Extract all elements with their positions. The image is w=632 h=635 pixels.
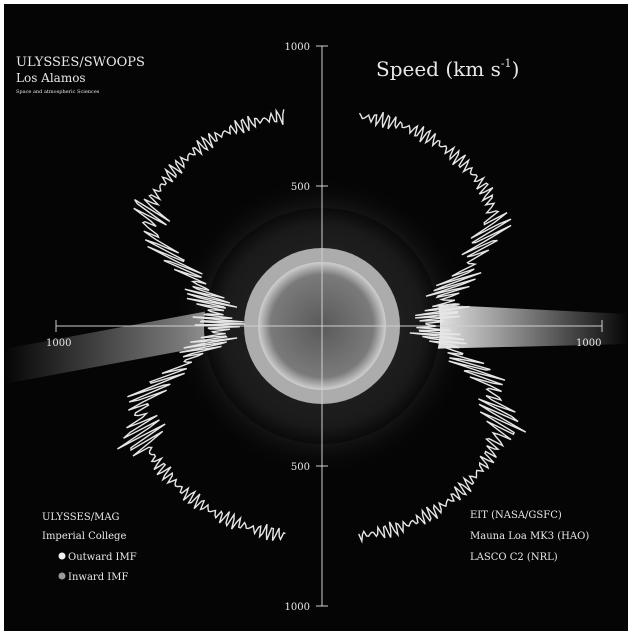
- credit-mag: ULYSSES/MAG: [42, 512, 120, 523]
- chart-title-suffix: ): [512, 57, 520, 81]
- polar-speed-plot: 1000 500 500 1000 1000 1000 Speed (km s-…: [4, 4, 628, 631]
- tick-label-left-1000: 1000: [46, 338, 71, 349]
- axes: [56, 46, 602, 606]
- credit-los-alamos-sub: Space and atmospheric Sciences: [16, 89, 100, 95]
- tick-label-top-1000: 1000: [285, 42, 310, 53]
- chart-title-main: Speed (km s: [376, 57, 501, 81]
- credit-lasco: LASCO C2 (NRL): [470, 552, 558, 563]
- legend-inward-label: Inward IMF: [68, 572, 128, 583]
- credit-eit: EIT (NASA/GSFC): [470, 510, 562, 521]
- tick-label-right-1000: 1000: [576, 338, 601, 349]
- credit-imperial: Imperial College: [42, 531, 126, 542]
- plot-frame: 1000 500 500 1000 1000 1000 Speed (km s-…: [4, 4, 628, 631]
- chart-title: Speed (km s-1): [376, 57, 519, 81]
- tick-label-bottom-1000: 1000: [285, 602, 310, 613]
- credit-swoops: ULYSSES/SWOOPS: [16, 55, 145, 70]
- tick-label-top-500: 500: [291, 182, 310, 193]
- tick-label-bottom-500: 500: [291, 462, 310, 473]
- credit-los-alamos: Los Alamos: [16, 71, 86, 85]
- legend-inward-marker: [59, 573, 66, 580]
- legend-outward-label: Outward IMF: [68, 552, 137, 563]
- credit-mauna-loa: Mauna Loa MK3 (HAO): [470, 531, 589, 542]
- legend-outward-marker: [59, 553, 66, 560]
- chart-title-superscript: -1: [501, 57, 512, 70]
